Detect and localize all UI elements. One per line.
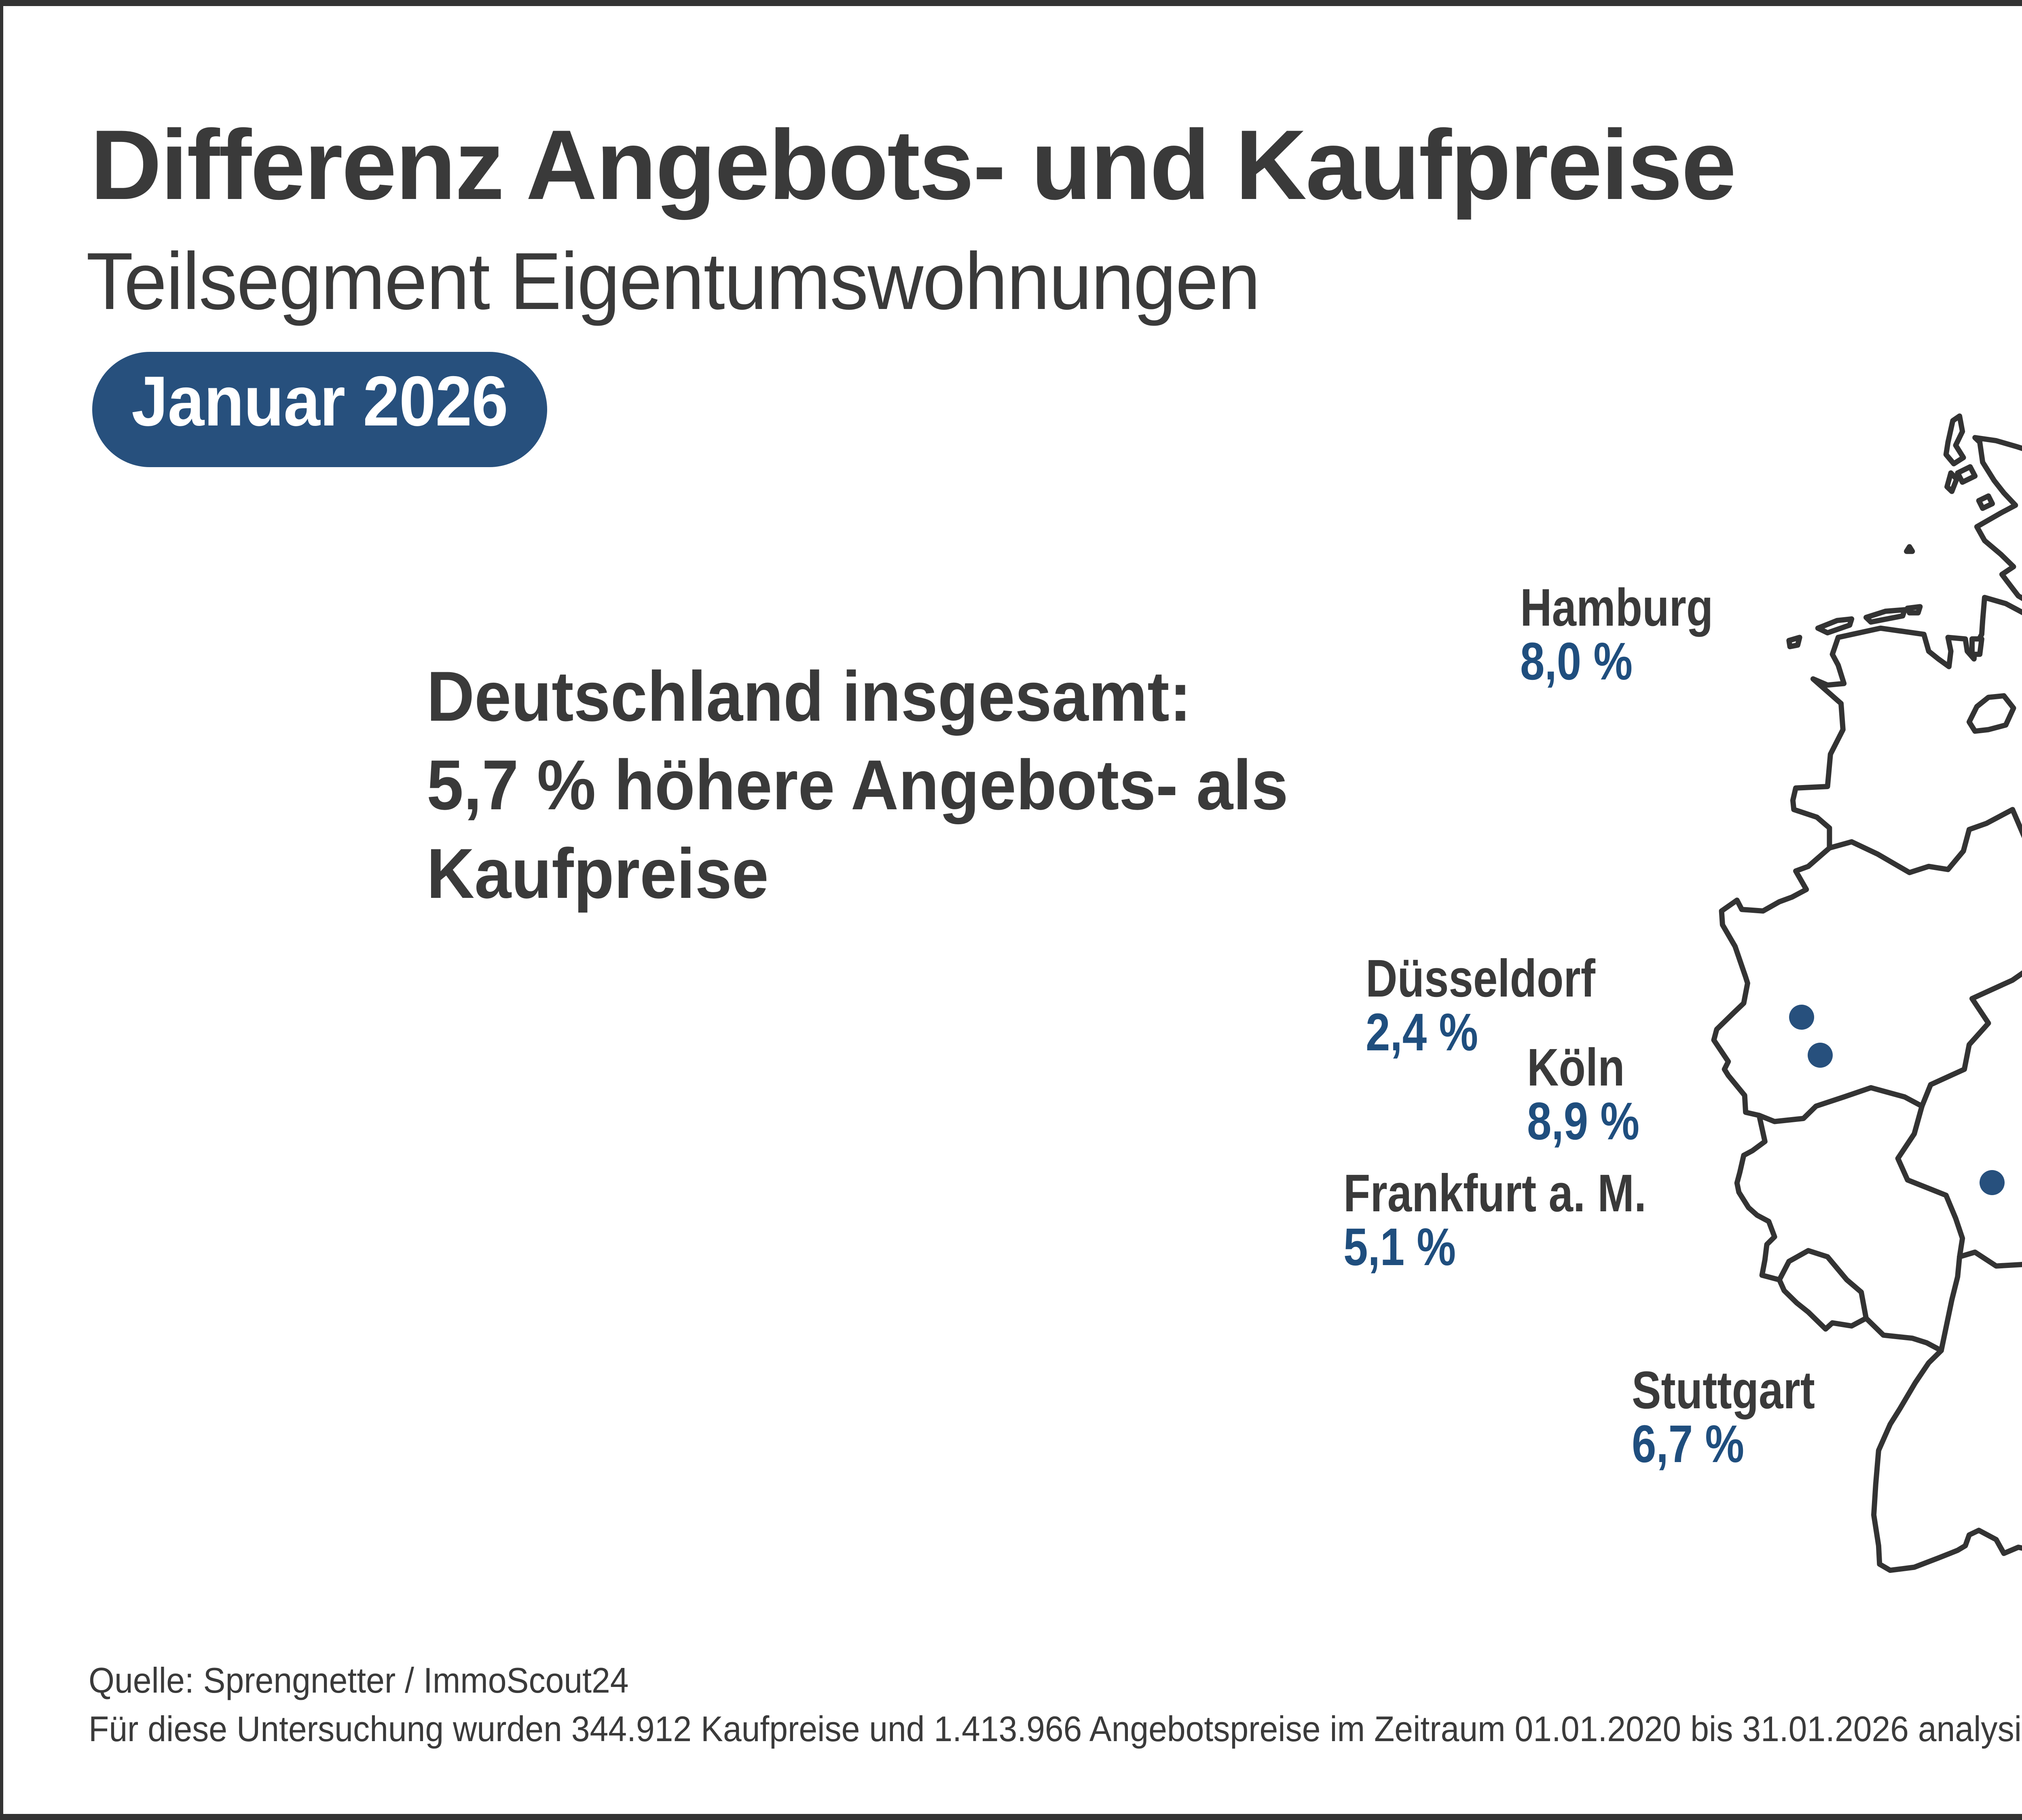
- map-island-pellworm: [1976, 493, 1995, 511]
- city-value-stuttgart: 6,7 %: [1632, 1414, 1745, 1473]
- period-badge-label: Januar 2026: [131, 362, 508, 441]
- page-title: Differenz Angebots- und Kaufpreise: [90, 109, 1736, 220]
- city-dot-duesseldorf: [1789, 1005, 1814, 1030]
- city-name-stuttgart: Stuttgart: [1632, 1360, 1815, 1420]
- city-dot-koeln: [1808, 1043, 1833, 1068]
- city-value-frankfurt: 5,1 %: [1343, 1217, 1456, 1276]
- city-name-hamburg: Hamburg: [1520, 578, 1713, 637]
- city-dot-frankfurt: [1980, 1170, 2005, 1195]
- map-island-helgoland: [1904, 544, 1915, 554]
- map-border-nw_he: [1919, 970, 2022, 1109]
- city-name-duesseldorf: Düsseldorf: [1366, 948, 1595, 1008]
- map-island-sylt: [1943, 413, 1966, 467]
- summary-line-2: 5,7 % höhere Angebots- als: [427, 746, 1288, 825]
- city-name-koeln: Köln: [1527, 1037, 1625, 1097]
- map-island-foehr: [1955, 464, 1978, 485]
- city-label-hamburg: Hamburg 8,0 %: [1520, 580, 1713, 688]
- page-subtitle: Teilsegment Eigentumswohnungen: [86, 236, 1261, 326]
- footer-line-2: Für diese Untersuchung wurden 344.912 Ka…: [89, 1709, 2022, 1749]
- map-island-wangerooge: [1905, 604, 1923, 616]
- footer-line-1: Quelle: Sprengnetter / ImmoScout24: [89, 1660, 629, 1700]
- map-state-bremen: [1966, 693, 2016, 734]
- city-value-duesseldorf: 2,4 %: [1366, 1002, 1478, 1062]
- summary-line-1: Deutschland insgesamt:: [427, 657, 1192, 736]
- city-label-stuttgart: Stuttgart 6,7 %: [1632, 1363, 1815, 1471]
- map-germany-outline: [1711, 435, 2022, 1573]
- footer-source: Quelle: Sprengnetter / ImmoScout24 Für d…: [89, 1656, 2022, 1753]
- period-badge: Januar 2026: [92, 352, 547, 467]
- summary-line-3: Kaufpreise: [427, 834, 769, 913]
- map-border-he_bw: [1957, 1249, 2022, 1269]
- map-state-bremerhaven: [1969, 636, 1984, 657]
- map-island-borkum: [1786, 635, 1802, 650]
- city-label-frankfurt: Frankfurt a. M. 5,1 %: [1343, 1166, 1646, 1274]
- germany-map: [1711, 413, 2022, 1573]
- map-border-rlp_sl: [1777, 1248, 1869, 1321]
- map-island-amrum: [1944, 470, 1959, 494]
- map-border-ni_nw: [1827, 807, 2022, 875]
- map-border-nw_rlp: [1756, 1085, 1925, 1124]
- map-border-he_rlp: [1895, 1103, 1965, 1259]
- summary-statement: Deutschland insgesamt: 5,7 % höhere Ange…: [427, 652, 1288, 918]
- city-value-koeln: 8,9 %: [1527, 1091, 1640, 1151]
- city-value-hamburg: 8,0 %: [1520, 631, 1633, 691]
- city-label-duesseldorf: Düsseldorf 2,4 %: [1366, 951, 1595, 1059]
- city-label-koeln: Köln 8,9 %: [1527, 1040, 1639, 1148]
- map-island-juist_norderney: [1815, 616, 1855, 636]
- city-name-frankfurt: Frankfurt a. M.: [1343, 1163, 1647, 1223]
- map-border-rlp_bw: [1938, 1254, 1963, 1353]
- germany-map-group: [1711, 413, 2022, 1573]
- map-island-langeoog_spiekeroog: [1863, 607, 1908, 625]
